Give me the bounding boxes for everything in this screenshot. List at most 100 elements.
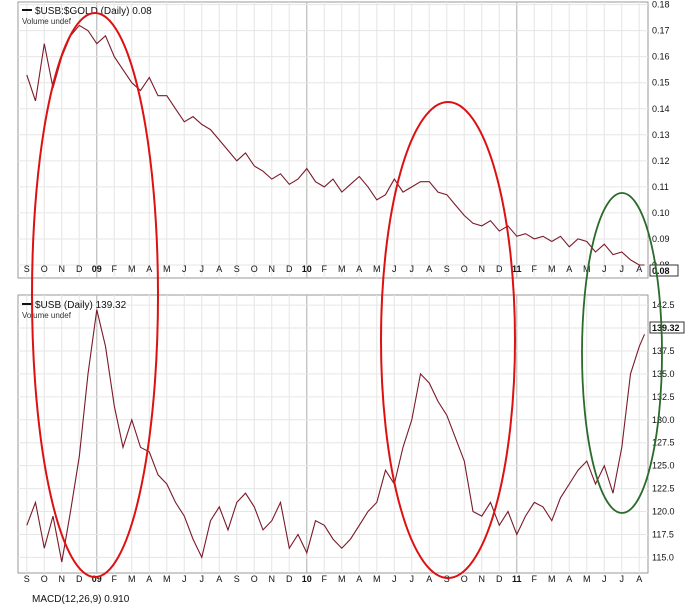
usb-y-tick-label: 115.0 xyxy=(652,552,674,562)
ratio-x-tick-label: A xyxy=(566,264,572,274)
usb-x-tick-label: 11 xyxy=(512,574,522,584)
ratio-x-tick-label: J xyxy=(392,264,397,274)
ratio-x-tick-label: J xyxy=(182,264,187,274)
usb-x-tick-label: A xyxy=(426,574,432,584)
ratio-x-tick-label: M xyxy=(373,264,381,274)
ratio-panel: $USB:$GOLD (Daily) 0.08 Volume undef 0.1… xyxy=(17,0,679,279)
usb-x-tick-label: J xyxy=(410,574,415,584)
usb-series-line xyxy=(26,309,646,563)
ratio-x-tick-label: A xyxy=(636,264,642,274)
ratio-y-tick-label: 0.14 xyxy=(652,104,670,114)
usb-x-tick-label: J xyxy=(602,574,607,584)
usb-x-tick-label: M xyxy=(163,574,171,584)
usb-x-tick-label: N xyxy=(59,574,66,584)
usb-x-tick-label: S xyxy=(444,574,450,584)
usb-x-tick-label: M xyxy=(548,574,556,584)
usb-y-tick-label: 142.5 xyxy=(652,300,675,310)
ratio-plot-area xyxy=(17,1,649,279)
usb-volume-label: Volume undef xyxy=(22,311,72,320)
usb-title: $USB (Daily) 139.32 xyxy=(35,300,127,311)
ratio-x-tick-label: M xyxy=(338,264,346,274)
ratio-x-tick-label: J xyxy=(620,264,625,274)
ratio-x-tick-label: M xyxy=(163,264,171,274)
usb-y-tick-label: 130.0 xyxy=(652,415,675,425)
ratio-y-tick-label: 0.10 xyxy=(652,208,670,218)
usb-x-tick-label: M xyxy=(373,574,381,584)
ratio-series-line xyxy=(26,24,645,266)
ratio-y-tick-label: 0.13 xyxy=(652,130,670,140)
ratio-x-tick-label: A xyxy=(146,264,152,274)
ratio-y-tick-label: 0.17 xyxy=(652,26,670,36)
ratio-gridlines xyxy=(18,2,648,278)
ratio-x-axis: S O N D 09 F M A M J J A S O N D 10 F M A M J J A S O N D 11 F M A M J J A xyxy=(24,264,643,274)
usb-y-tick-label: 117.5 xyxy=(652,529,674,539)
usb-x-tick-label: M xyxy=(338,574,346,584)
usb-x-tick-label: A xyxy=(566,574,572,584)
ratio-x-tick-label: D xyxy=(286,264,293,274)
ratio-x-tick-label: N xyxy=(269,264,276,274)
ratio-x-tick-label: S xyxy=(24,264,30,274)
usb-x-tick-label: J xyxy=(200,574,205,584)
red-annotation-circle-left xyxy=(31,12,159,578)
ratio-x-tick-label: S xyxy=(444,264,450,274)
usb-x-tick-label: D xyxy=(286,574,293,584)
usb-x-tick-label: S xyxy=(24,574,30,584)
macd-partial-title: MACD(12,26,9) 0.910 xyxy=(32,594,130,604)
ratio-last-value: 0.08 xyxy=(652,266,670,276)
usb-x-axis: S O N D 09 F M A M J J A S O N D 10 F M A M J J A S O N D 11 F M A M J J A xyxy=(24,574,643,584)
usb-y-axis: 142.5140.0137.5135.0132.5130.0127.5125.0… xyxy=(652,300,675,562)
ratio-x-tick-label: S xyxy=(234,264,240,274)
ratio-y-axis: 0.18 0.17 0.16 0.15 0.14 0.13 0.12 0.11 0.10 0.09… xyxy=(652,0,670,270)
ratio-x-tick-label: 10 xyxy=(302,264,312,274)
usb-x-tick-label: J xyxy=(182,574,187,584)
ratio-x-tick-label: 11 xyxy=(512,264,522,274)
usb-y-tick-label: 135.0 xyxy=(652,369,675,379)
ratio-x-tick-label: J xyxy=(200,264,205,274)
ratio-y-tick-label: 0.18 xyxy=(652,0,670,10)
ratio-x-tick-label: J xyxy=(410,264,415,274)
ratio-x-tick-label: F xyxy=(112,264,118,274)
usb-x-tick-label: A xyxy=(356,574,362,584)
usb-x-tick-label: F xyxy=(112,574,118,584)
usb-y-tick-label: 125.0 xyxy=(652,461,675,471)
ratio-x-tick-label: A xyxy=(356,264,362,274)
usb-x-tick-label: F xyxy=(322,574,328,584)
ratio-x-tick-label: M xyxy=(583,264,591,274)
usb-x-tick-label: J xyxy=(392,574,397,584)
usb-x-tick-label: A xyxy=(146,574,152,584)
ratio-x-tick-label: A xyxy=(426,264,432,274)
usb-y-tick-label: 120.0 xyxy=(652,507,675,517)
ratio-x-tick-label: N xyxy=(479,264,486,274)
usb-x-tick-label: A xyxy=(636,574,642,584)
usb-x-tick-label: D xyxy=(76,574,83,584)
usb-y-tick-label: 137.5 xyxy=(652,346,675,356)
ratio-x-tick-label: N xyxy=(59,264,66,274)
ratio-x-tick-label: O xyxy=(461,264,468,274)
usb-x-tick-label: 10 xyxy=(302,574,312,584)
usb-x-tick-label: J xyxy=(620,574,625,584)
ratio-title: $USB:$GOLD (Daily) 0.08 xyxy=(35,6,152,17)
green-annotation-circle-right xyxy=(581,192,663,514)
ratio-y-tick-label: 0.15 xyxy=(652,78,670,88)
ratio-volume-label: Volume undef xyxy=(22,17,72,26)
ratio-x-tick-label: O xyxy=(251,264,258,274)
ratio-x-tick-label: D xyxy=(496,264,503,274)
ratio-y-tick-label: 0.09 xyxy=(652,234,670,244)
usb-gridlines xyxy=(18,295,648,573)
annotation-circles xyxy=(31,12,663,579)
ratio-y-tick-label: 0.11 xyxy=(652,182,669,192)
usb-x-tick-label: M xyxy=(128,574,136,584)
usb-y-tick-label: 127.5 xyxy=(652,438,675,448)
ratio-x-tick-label: O xyxy=(41,264,48,274)
usb-x-tick-label: N xyxy=(269,574,276,584)
ratio-x-tick-label: D xyxy=(76,264,83,274)
usb-y-tick-label: 132.5 xyxy=(652,392,675,402)
usb-x-tick-label: O xyxy=(461,574,468,584)
usb-y-tick-label: 122.5 xyxy=(652,484,675,494)
usb-x-tick-label: F xyxy=(532,574,538,584)
ratio-y-tick-label: 0.12 xyxy=(652,156,670,166)
usb-x-tick-label: A xyxy=(216,574,222,584)
ratio-x-tick-label: J xyxy=(602,264,607,274)
ratio-x-tick-label: A xyxy=(216,264,222,274)
